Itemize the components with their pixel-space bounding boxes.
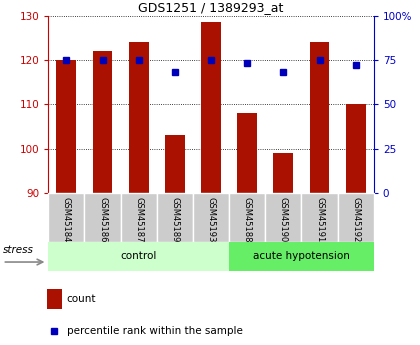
Text: GSM45184: GSM45184	[62, 197, 71, 243]
Bar	[310, 42, 330, 193]
Text: GSM45189: GSM45189	[171, 197, 179, 243]
Bar	[121, 193, 157, 242]
Bar	[92, 51, 113, 193]
Bar	[201, 22, 221, 193]
Bar	[129, 42, 149, 193]
Text: stress: stress	[3, 245, 33, 255]
Bar	[56, 60, 76, 193]
Bar	[273, 153, 293, 193]
Bar	[229, 193, 265, 242]
Bar	[237, 113, 257, 193]
Text: GSM45190: GSM45190	[279, 197, 288, 242]
Bar	[338, 193, 374, 242]
Title: GDS1251 / 1389293_at: GDS1251 / 1389293_at	[138, 1, 284, 14]
Text: GSM45192: GSM45192	[351, 197, 360, 242]
Text: GSM45186: GSM45186	[98, 197, 107, 243]
Bar	[165, 136, 185, 193]
Text: control: control	[121, 251, 157, 261]
Bar	[48, 193, 84, 242]
Bar	[157, 193, 193, 242]
Bar	[48, 241, 229, 271]
Text: GSM45193: GSM45193	[207, 197, 215, 243]
Bar	[346, 104, 366, 193]
Bar	[229, 241, 374, 271]
Text: GSM45188: GSM45188	[243, 197, 252, 243]
Bar	[47, 289, 62, 309]
Text: acute hypotension: acute hypotension	[253, 251, 350, 261]
Text: percentile rank within the sample: percentile rank within the sample	[67, 326, 242, 336]
Bar	[193, 193, 229, 242]
Text: GSM45187: GSM45187	[134, 197, 143, 243]
Bar	[84, 193, 121, 242]
Bar	[265, 193, 302, 242]
Text: count: count	[67, 294, 96, 304]
Bar	[302, 193, 338, 242]
Text: GSM45191: GSM45191	[315, 197, 324, 242]
